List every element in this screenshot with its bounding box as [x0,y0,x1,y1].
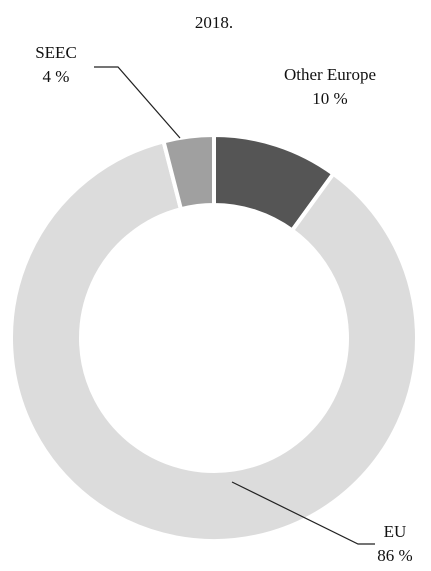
label-eu-name: EU [384,522,407,541]
leader-line-eu [231,481,375,545]
label-other-europe-name: Other Europe [284,65,376,84]
slice-eu [9,138,419,543]
donut-slices [9,132,419,543]
slice-seec [161,132,216,212]
label-eu-value: 86 % [377,546,412,565]
label-seec-value: 4 % [43,67,70,86]
label-other-europe-value: 10 % [312,89,347,108]
leader-line-seec [94,66,181,139]
label-seec-name: SEEC [35,43,77,62]
chart-title: 2018. [195,13,233,32]
